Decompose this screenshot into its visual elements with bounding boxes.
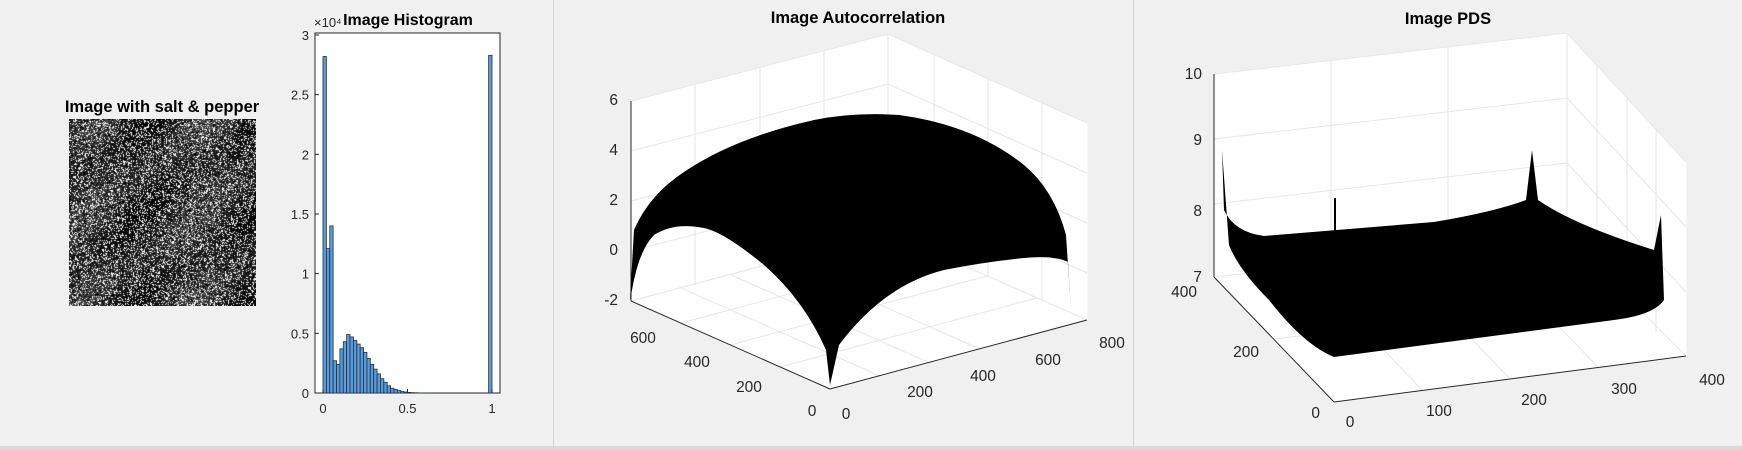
histogram-bar xyxy=(380,378,385,394)
pds-axes-lines xyxy=(1213,74,1687,403)
z-tick: 4 xyxy=(609,142,618,159)
histogram-bar xyxy=(332,360,337,394)
histogram-exponent-label: ×10⁴ xyxy=(314,15,342,30)
histogram-bar xyxy=(359,347,364,394)
pds-plot: 7 8 9 10 0 200 400 0 100 200 300 400 xyxy=(1171,32,1726,431)
histogram-bar xyxy=(325,248,331,394)
histogram-bar xyxy=(376,373,381,394)
x-tick: 100 xyxy=(1426,403,1452,420)
pds-x-ticks: 0 100 200 300 400 xyxy=(1346,372,1726,431)
autocorrelation-axes-lines xyxy=(630,101,1088,390)
bottom-divider xyxy=(0,446,1742,450)
y-tick: 1 xyxy=(302,267,309,282)
histogram-bar xyxy=(407,392,412,394)
x-tick: 0 xyxy=(319,401,326,416)
x-tick: 800 xyxy=(1099,335,1125,352)
pds-title: Image PDS xyxy=(1404,10,1492,28)
histogram-bar xyxy=(400,391,405,394)
x-tick: 1 xyxy=(488,401,495,416)
x-tick: 300 xyxy=(1611,381,1637,398)
z-tick: -2 xyxy=(604,292,618,309)
histogram-bar xyxy=(349,336,354,394)
z-tick: 9 xyxy=(1193,132,1202,149)
x-tick: 0.5 xyxy=(398,401,416,416)
z-tick: 8 xyxy=(1193,203,1202,220)
pds-figure-window: Image PDS xyxy=(1133,0,1742,448)
pds-y-ticks: 0 200 400 xyxy=(1171,284,1320,422)
autocorrelation-figure-window: Image Autocorrelation xyxy=(553,0,1134,448)
histogram-axes-box xyxy=(314,32,501,394)
pds-surface xyxy=(1222,150,1664,357)
noisy-image xyxy=(69,119,256,306)
noisy-image-canvas xyxy=(69,119,256,306)
z-tick: 10 xyxy=(1185,66,1203,83)
noisy-image-title: Image with salt & pepper xyxy=(64,98,260,116)
autocorrelation-y-ticks: 0 200 400 600 xyxy=(630,330,817,420)
z-tick: 7 xyxy=(1193,269,1202,286)
histogram-bar xyxy=(373,368,378,394)
histogram-bar xyxy=(336,363,341,394)
autocorrelation-title: Image Autocorrelation xyxy=(770,9,946,27)
histogram-bar xyxy=(386,385,392,394)
autocorrelation-plot: -2 0 2 4 6 0 200 400 600 0 200 400 600 8… xyxy=(604,33,1126,423)
z-tick: 6 xyxy=(609,92,618,109)
histogram-bar xyxy=(356,343,361,394)
histogram-bar xyxy=(369,363,375,394)
y-tick: 0.5 xyxy=(291,326,309,341)
histogram-bar xyxy=(339,348,344,394)
x-tick: 0 xyxy=(842,406,851,423)
histogram-bar xyxy=(396,390,402,394)
z-tick: 0 xyxy=(609,242,618,259)
histogram-bar xyxy=(363,352,368,394)
autocorrelation-x-ticks: 0 200 400 600 800 xyxy=(842,335,1126,423)
histogram-bar xyxy=(322,56,327,394)
histogram-bar xyxy=(390,387,395,394)
x-tick: 0 xyxy=(1346,414,1355,431)
autocorrelation-surface xyxy=(630,114,1071,385)
histogram-bar xyxy=(403,391,408,394)
y-tick: 200 xyxy=(1233,344,1259,361)
histogram-x-ticks: 0 0.5 1 xyxy=(319,389,496,416)
autocorrelation-z-ticks: -2 0 2 4 6 xyxy=(604,92,618,309)
y-tick: 2.5 xyxy=(291,88,309,103)
histogram-figure-window: Image with salt & pepper 0 0.5 1 1.5 2 2.5 3 0… xyxy=(0,0,553,448)
x-tick: 400 xyxy=(1699,372,1725,389)
x-tick: 600 xyxy=(1035,352,1061,369)
histogram-bar xyxy=(346,334,351,394)
y-tick: 400 xyxy=(684,354,710,371)
x-tick: 200 xyxy=(907,384,933,401)
y-tick: 0 xyxy=(808,403,817,420)
histogram-title: Image Histogram xyxy=(343,12,473,29)
histogram-y-ticks: 0 0.5 1 1.5 2 2.5 3 xyxy=(291,28,319,401)
y-tick: 400 xyxy=(1171,284,1197,301)
y-tick: 600 xyxy=(630,330,656,347)
histogram-bar xyxy=(393,389,398,394)
histogram-bars xyxy=(322,54,493,394)
histogram-bar xyxy=(342,341,348,394)
pds-z-ticks: 7 8 9 10 xyxy=(1185,66,1203,286)
x-tick: 400 xyxy=(970,368,996,385)
histogram-plot: 00.511.522.53 0 0.5 1 ×10⁴ Image Histogram xyxy=(291,12,501,416)
pds-gridlines xyxy=(1213,32,1687,403)
y-tick: 200 xyxy=(736,379,762,396)
histogram-bar xyxy=(353,340,358,394)
y-tick: 0 xyxy=(302,386,309,401)
histogram-bar xyxy=(488,54,493,394)
z-tick: 2 xyxy=(609,192,618,209)
histogram-bar xyxy=(329,225,334,394)
y-tick: 2 xyxy=(302,147,309,162)
y-tick: 0 xyxy=(1311,405,1320,422)
histogram-bar xyxy=(366,357,371,394)
x-tick: 200 xyxy=(1521,392,1547,409)
histogram-bar xyxy=(383,381,388,394)
y-tick: 1.5 xyxy=(291,207,309,222)
y-tick: 3 xyxy=(302,28,309,43)
